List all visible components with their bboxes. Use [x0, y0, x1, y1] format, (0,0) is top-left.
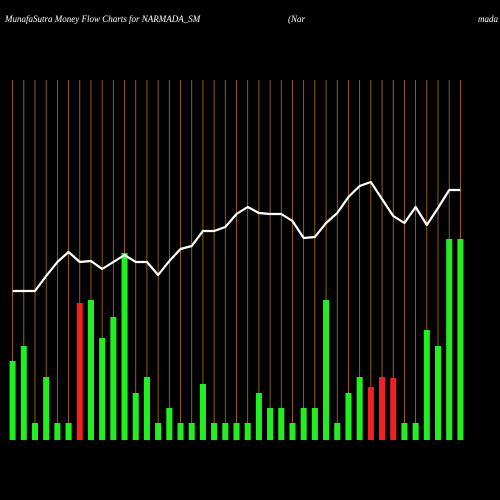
bar: [289, 423, 296, 440]
bar: [54, 423, 61, 440]
bar: [132, 393, 139, 440]
bar: [155, 423, 162, 440]
money-flow-line: [12, 180, 461, 293]
bar: [121, 253, 128, 440]
bar: [199, 384, 206, 440]
bar: [255, 393, 262, 440]
bar: [43, 377, 50, 440]
bar: [166, 408, 173, 440]
bar: [99, 338, 106, 440]
bar: [390, 378, 397, 440]
bar: [233, 423, 240, 440]
bars: [9, 239, 464, 440]
bar: [311, 408, 318, 440]
bar: [323, 300, 330, 440]
bar: [211, 423, 218, 440]
bar: [31, 423, 39, 440]
bar: [434, 346, 442, 440]
bar: [356, 377, 363, 440]
bar: [244, 423, 251, 440]
bar: [222, 423, 229, 440]
bar: [401, 423, 408, 440]
bar: [446, 239, 453, 440]
bar: [177, 423, 184, 440]
bar: [457, 239, 464, 440]
bar: [65, 423, 72, 440]
chart-title: MunafaSutra Money Flow Charts for NARMAD…: [4, 14, 201, 24]
bar: [20, 346, 27, 440]
bar: [278, 408, 285, 440]
bar: [87, 300, 94, 440]
bar: [9, 361, 16, 440]
bar: [334, 423, 341, 440]
bar: [143, 377, 150, 440]
chart-subtitle: (Nar: [288, 14, 306, 24]
bar: [379, 377, 386, 440]
bar: [423, 330, 430, 440]
bar: [345, 393, 352, 440]
bar: [412, 423, 419, 440]
bar: [188, 423, 195, 440]
bar: [300, 408, 307, 440]
chart-subtitle-end: mada: [478, 14, 498, 24]
bar: [267, 408, 274, 440]
bar: [110, 317, 117, 440]
bar: [367, 387, 374, 440]
bar: [76, 303, 83, 440]
